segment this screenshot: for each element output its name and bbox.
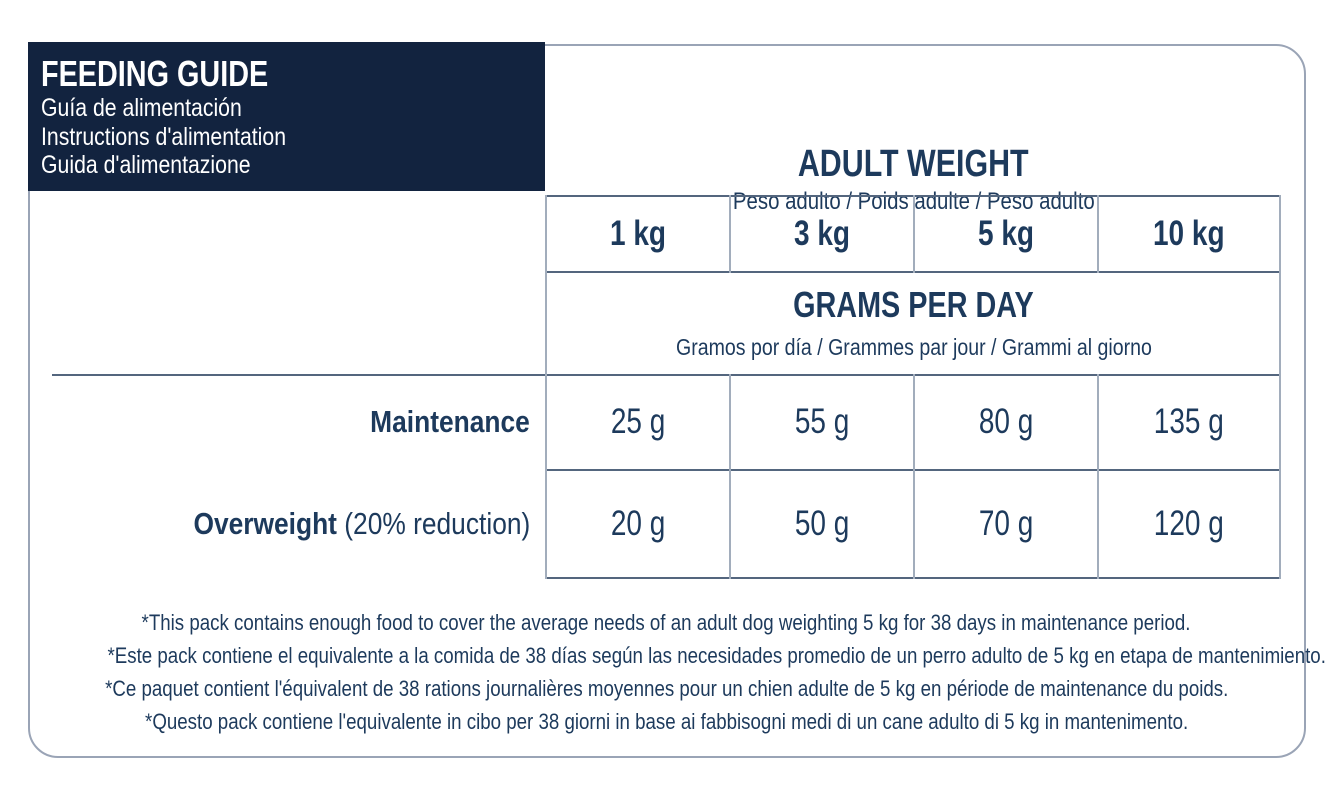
weight-column-header-10kg: 10 kg — [1153, 214, 1225, 253]
adult-weight-header: ADULT WEIGHT Peso adulto / Poids adulte … — [545, 44, 1282, 215]
feeding-guide-subtitle-fr: Instructions d'alimentation — [41, 122, 287, 151]
grid-line-col2-top — [913, 195, 915, 273]
grid-line-right — [1279, 195, 1281, 579]
weight-column-header-1kg: 1 kg — [609, 214, 667, 253]
grid-line-full-width — [52, 374, 1281, 376]
value-cell-maintenance-5kg: 80 g — [978, 402, 1034, 441]
footnote-en: *This pack contains enough food to cover… — [142, 610, 1191, 635]
value-cell-overweight-10kg: 120 g — [1153, 504, 1225, 543]
footnotes: *This pack contains enough food to cover… — [0, 606, 1333, 738]
weight-column-header-5kg: 5 kg — [977, 214, 1035, 253]
footnote-fr: *Ce paquet contient l'équivalent de 38 r… — [104, 676, 1229, 701]
row-label-maintenance: Maintenance — [370, 404, 530, 439]
value-cell-maintenance-10kg: 135 g — [1153, 402, 1225, 441]
value-cell-maintenance-1kg: 25 g — [610, 402, 666, 441]
footnote-it: *Questo pack contiene l'equivalente in c… — [144, 709, 1189, 734]
grid-line-col3-bottom — [1097, 374, 1099, 579]
weight-column-header-3kg: 3 kg — [793, 214, 851, 253]
grams-per-day-header: GRAMS PER DAY Gramos por día / Grammes p… — [545, 272, 1282, 374]
value-cell-overweight-3kg: 50 g — [794, 504, 850, 543]
grid-line-col1-bottom — [729, 374, 731, 579]
grams-per-day-title: GRAMS PER DAY — [793, 284, 1034, 325]
grid-line-col3-top — [1097, 195, 1099, 273]
grid-line-col2-bottom — [913, 374, 915, 579]
row-label-overweight: Overweight (20% reduction) — [193, 506, 530, 541]
adult-weight-title: ADULT WEIGHT — [798, 143, 1029, 185]
feeding-guide-header: FEEDING GUIDE Guía de alimentación Instr… — [28, 42, 545, 191]
footnote-es: *Este pack contiene el equivalente a la … — [107, 643, 1326, 668]
feeding-guide-subtitle-es: Guía de alimentación — [41, 94, 242, 122]
value-cell-overweight-1kg: 20 g — [610, 504, 666, 543]
feeding-guide-title: FEEDING GUIDE — [41, 53, 269, 94]
value-cell-maintenance-3kg: 55 g — [794, 402, 850, 441]
value-cell-overweight-5kg: 70 g — [978, 504, 1034, 543]
grid-line-col1-top — [729, 195, 731, 273]
feeding-guide-subtitle-it: Guida d'alimentazione — [41, 151, 251, 179]
grid-line-left — [545, 195, 547, 579]
table-outline — [28, 44, 1306, 758]
grams-per-day-subtitle: Gramos por día / Grammes par jour / Gram… — [675, 334, 1152, 360]
